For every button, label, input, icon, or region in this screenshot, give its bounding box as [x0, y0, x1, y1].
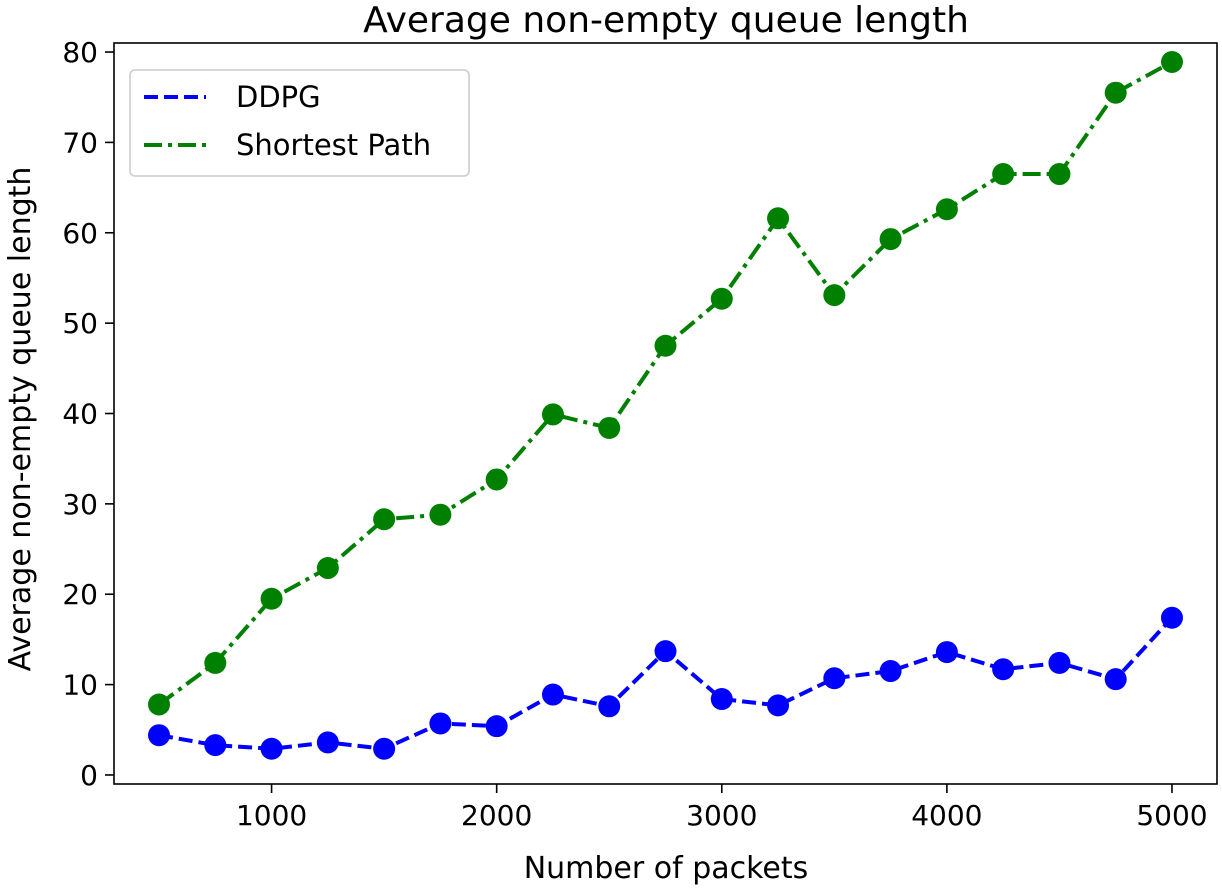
data-point-ddpg [485, 715, 508, 738]
data-point-ddpg [654, 640, 677, 663]
data-point-shortest-path [654, 334, 677, 357]
legend-label-shortest-path: Shortest Path [236, 128, 431, 162]
data-point-shortest-path [204, 651, 227, 674]
data-point-shortest-path [316, 557, 339, 580]
data-point-shortest-path [260, 587, 283, 610]
x-tick-label: 5000 [1136, 799, 1207, 832]
data-point-shortest-path [767, 207, 790, 230]
data-point-shortest-path [1048, 163, 1071, 186]
x-tick-label: 1000 [236, 799, 307, 832]
y-ticks: 0 10 20 30 40 50 60 70 80 [62, 36, 114, 792]
chart-title: Average non-empty queue length [363, 0, 969, 41]
data-point-ddpg [541, 683, 564, 706]
data-point-ddpg [429, 712, 452, 735]
data-point-ddpg [1104, 668, 1127, 691]
data-point-shortest-path [879, 228, 902, 251]
y-tick-label: 10 [62, 669, 98, 702]
data-point-ddpg [373, 737, 396, 760]
y-tick-label: 30 [62, 488, 98, 521]
y-tick-label: 80 [62, 36, 98, 69]
data-point-shortest-path [992, 163, 1015, 186]
y-tick-label: 60 [62, 217, 98, 250]
x-tick-label: 3000 [686, 799, 757, 832]
y-tick-label: 50 [62, 307, 98, 340]
x-ticks: 1000 2000 3000 4000 5000 [236, 784, 1208, 832]
data-point-ddpg [767, 694, 790, 717]
series-line-ddpg [158, 616, 1174, 751]
data-point-shortest-path [823, 284, 846, 307]
data-point-shortest-path [1104, 81, 1127, 104]
plot-area: 1000 2000 3000 4000 5000 0 10 20 30 40 50 60 70 80 [62, 36, 1218, 832]
data-point-ddpg [992, 658, 1015, 681]
x-tick-label: 2000 [461, 799, 532, 832]
data-point-shortest-path [429, 503, 452, 526]
data-point-ddpg [598, 695, 621, 718]
y-axis-label: Average non-empty queue length [3, 167, 38, 672]
data-point-shortest-path [373, 508, 396, 531]
x-axis-label: Number of packets [524, 851, 809, 886]
data-point-ddpg [710, 688, 733, 711]
data-point-shortest-path [541, 403, 564, 426]
data-point-ddpg [1160, 606, 1183, 629]
data-point-ddpg [148, 724, 171, 747]
legend-label-ddpg: DDPG [236, 80, 321, 114]
data-point-ddpg [879, 660, 902, 683]
y-tick-label: 0 [80, 759, 98, 792]
y-tick-label: 20 [62, 578, 98, 611]
data-point-shortest-path [935, 198, 958, 221]
data-point-ddpg [316, 731, 339, 754]
data-point-ddpg [1048, 651, 1071, 674]
data-point-shortest-path [598, 416, 621, 439]
legend-box [129, 69, 470, 177]
y-tick-label: 70 [62, 126, 98, 159]
data-point-shortest-path [1160, 50, 1183, 73]
y-tick-label: 40 [62, 398, 98, 431]
data-point-shortest-path [148, 693, 171, 716]
legend: DDPG Shortest Path [129, 69, 470, 177]
data-point-ddpg [260, 737, 283, 760]
data-point-ddpg [204, 734, 227, 757]
x-tick-label: 4000 [911, 799, 982, 832]
series-layer [148, 50, 1183, 760]
data-point-shortest-path [710, 287, 733, 310]
data-point-ddpg [823, 667, 846, 690]
data-point-shortest-path [485, 468, 508, 491]
data-point-ddpg [935, 641, 958, 664]
